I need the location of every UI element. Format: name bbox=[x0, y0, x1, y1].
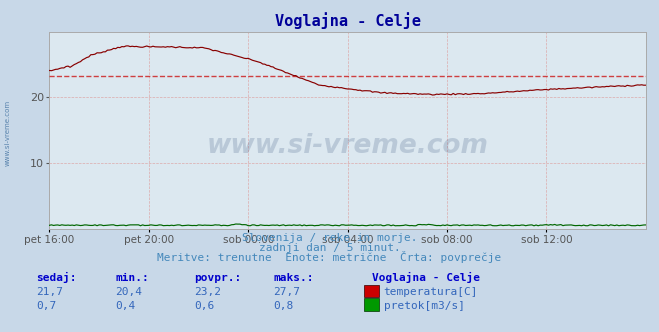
Text: sedaj:: sedaj: bbox=[36, 272, 76, 283]
Text: www.si-vreme.com: www.si-vreme.com bbox=[207, 133, 488, 159]
Text: Voglajna - Celje: Voglajna - Celje bbox=[372, 272, 480, 283]
Text: 0,4: 0,4 bbox=[115, 301, 136, 311]
Text: 20,4: 20,4 bbox=[115, 288, 142, 297]
Text: maks.:: maks.: bbox=[273, 273, 314, 283]
Text: pretok[m3/s]: pretok[m3/s] bbox=[384, 301, 465, 311]
Text: 0,6: 0,6 bbox=[194, 301, 215, 311]
Text: www.si-vreme.com: www.si-vreme.com bbox=[5, 100, 11, 166]
Text: 23,2: 23,2 bbox=[194, 288, 221, 297]
Text: Slovenija / reke in morje.: Slovenija / reke in morje. bbox=[242, 233, 417, 243]
Text: 27,7: 27,7 bbox=[273, 288, 301, 297]
Text: 0,8: 0,8 bbox=[273, 301, 294, 311]
Text: 0,7: 0,7 bbox=[36, 301, 57, 311]
Text: zadnji dan / 5 minut.: zadnji dan / 5 minut. bbox=[258, 243, 401, 253]
Text: 21,7: 21,7 bbox=[36, 288, 63, 297]
Text: povpr.:: povpr.: bbox=[194, 273, 242, 283]
Title: Voglajna - Celje: Voglajna - Celje bbox=[275, 12, 420, 29]
Text: temperatura[C]: temperatura[C] bbox=[384, 288, 478, 297]
Text: min.:: min.: bbox=[115, 273, 149, 283]
Text: Meritve: trenutne  Enote: metrične  Črta: povprečje: Meritve: trenutne Enote: metrične Črta: … bbox=[158, 251, 501, 263]
